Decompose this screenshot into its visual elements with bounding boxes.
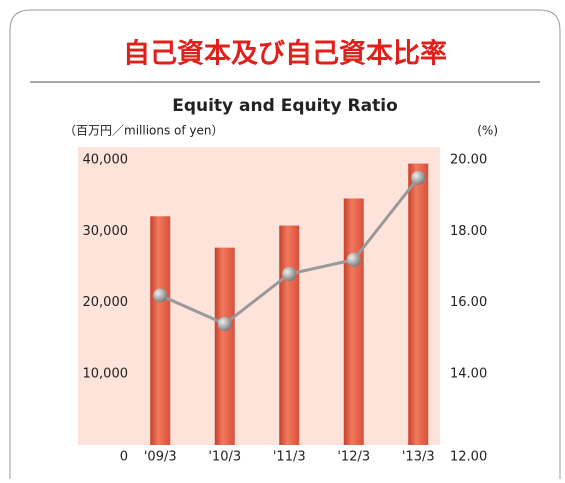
chart-title: 自己資本及び自己資本比率 <box>123 38 447 70</box>
bar <box>408 163 429 445</box>
chart-subtitle: Equity and Equity Ratio <box>172 96 398 116</box>
bar <box>343 198 364 445</box>
x-tick-label: '09/3 <box>144 450 177 465</box>
line-marker <box>153 288 168 303</box>
x-tick-label: '11/3 <box>273 450 306 465</box>
bar <box>150 216 171 445</box>
y-tick-label: 40,000 <box>83 153 129 168</box>
bar <box>279 225 300 445</box>
y2-tick-label: 20.00 <box>450 153 487 168</box>
y2-tick-label: 14.00 <box>450 366 487 381</box>
line-marker <box>282 267 297 281</box>
x-tick-label: '10/3 <box>208 450 241 465</box>
y2-tick-label: 16.00 <box>450 295 487 310</box>
y-tick-label: 20,000 <box>83 295 129 310</box>
line-marker <box>346 252 361 267</box>
y-axis-label: （百万円／millions of yen） <box>64 124 224 138</box>
y2-axis-label: (%) <box>477 124 498 138</box>
y-tick-label: 0 <box>120 450 128 465</box>
line-marker <box>411 170 426 185</box>
card-border <box>9 9 561 479</box>
line-marker <box>217 316 232 331</box>
y-tick-label: 10,000 <box>83 366 129 381</box>
y2-tick-label: 18.00 <box>450 224 487 239</box>
bar <box>214 247 235 445</box>
x-tick-label: '13/3 <box>402 450 435 465</box>
x-tick-label: '12/3 <box>337 450 370 465</box>
y-tick-label: 30,000 <box>83 224 129 239</box>
y2-tick-label: 12.00 <box>450 450 487 465</box>
